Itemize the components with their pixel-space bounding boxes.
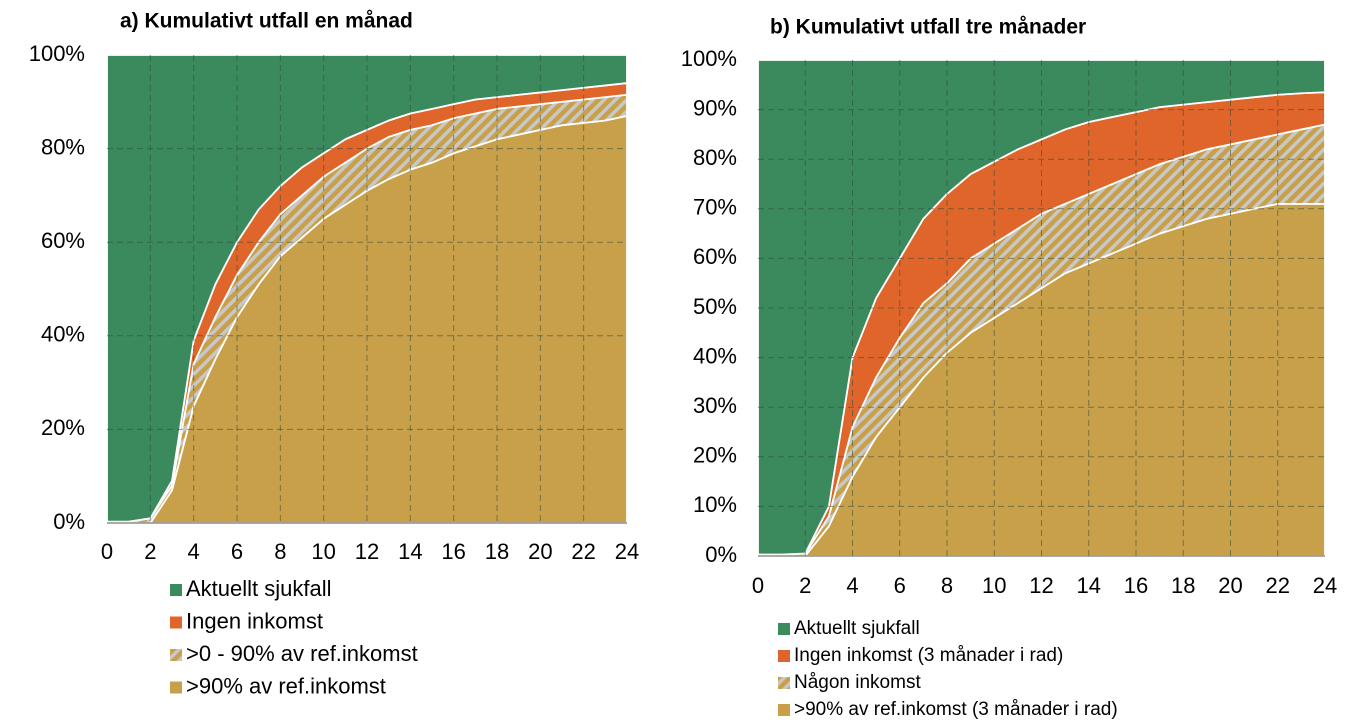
y-tick-label: 100%	[681, 46, 737, 71]
y-tick-label: 30%	[693, 393, 737, 418]
legend-label: Ingen inkomst (3 månader i rad)	[794, 645, 1063, 666]
y-tick-label: 100%	[29, 41, 85, 66]
x-tick-label: 16	[1124, 573, 1148, 598]
x-tick-label: 12	[355, 539, 379, 564]
x-tick-label: 24	[615, 539, 639, 564]
x-tick-label: 14	[1077, 573, 1101, 598]
x-tick-label: 0	[101, 539, 113, 564]
x-tick-label: 8	[274, 539, 286, 564]
legend-swatch	[170, 584, 182, 596]
chart-title: b) Kumulativt utfall tre månader	[770, 16, 1086, 39]
legend-swatch	[170, 649, 182, 661]
x-tick-label: 2	[144, 539, 156, 564]
x-tick-label: 2	[799, 573, 811, 598]
legend-label: Någon inkomst	[794, 672, 921, 693]
x-tick-label: 6	[894, 573, 906, 598]
y-tick-label: 80%	[693, 145, 737, 170]
y-tick-label: 70%	[693, 195, 737, 220]
y-tick-label: 10%	[693, 492, 737, 517]
x-tick-label: 20	[1218, 573, 1242, 598]
y-tick-label: 20%	[693, 443, 737, 468]
x-tick-label: 4	[188, 539, 200, 564]
area	[106, 54, 628, 523]
legend-label: >0 - 90% av ref.inkomst	[186, 641, 418, 666]
legend-label: >90% av ref.inkomst (3 månader i rad)	[794, 699, 1118, 720]
x-tick-label: 18	[485, 539, 509, 564]
legend-swatch	[778, 704, 790, 716]
legend-swatch	[170, 616, 182, 629]
x-tick-label: 4	[846, 573, 858, 598]
legend-label: Aktuellt sjukfall	[186, 576, 332, 601]
x-tick-label: 8	[941, 573, 953, 598]
legend-swatch	[778, 677, 790, 689]
y-tick-label: 60%	[693, 244, 737, 269]
x-tick-label: 10	[982, 573, 1006, 598]
chart: b) Kumulativt utfall tre månader 0% 10% 20%…	[681, 16, 1338, 720]
x-tick-label: 18	[1171, 573, 1195, 598]
legend-label: Aktuellt sjukfall	[794, 618, 920, 639]
x-tick-label: 22	[571, 539, 595, 564]
x-tick-label: 16	[441, 539, 465, 564]
y-tick-label: 20%	[41, 415, 85, 440]
x-tick-label: 20	[528, 539, 552, 564]
y-tick-label: 40%	[41, 322, 85, 347]
y-tick-label: 80%	[41, 134, 85, 159]
chart: a) Kumulativt utfall en månad 0% 20% 40% 60%…	[29, 10, 640, 699]
x-tick-label: 14	[398, 539, 422, 564]
y-tick-label: 90%	[693, 95, 737, 120]
legend-swatch	[170, 681, 182, 694]
chart-title: a) Kumulativt utfall en månad	[120, 10, 413, 33]
y-tick-label: 0%	[53, 509, 85, 534]
x-tick-label: 22	[1266, 573, 1290, 598]
legend-swatch	[778, 623, 790, 635]
x-tick-label: 6	[231, 539, 243, 564]
x-tick-label: 12	[1029, 573, 1053, 598]
y-tick-label: 50%	[693, 294, 737, 319]
y-tick-label: 40%	[693, 343, 737, 368]
x-tick-label: 24	[1313, 573, 1337, 598]
x-tick-label: 0	[752, 573, 764, 598]
legend-label: Ingen inkomst	[186, 608, 323, 633]
x-tick-label: 10	[311, 539, 335, 564]
legend-label: >90% av ref.inkomst	[186, 673, 386, 698]
legend-swatch	[778, 650, 790, 662]
y-tick-label: 0%	[705, 542, 737, 567]
y-tick-label: 60%	[41, 228, 85, 253]
